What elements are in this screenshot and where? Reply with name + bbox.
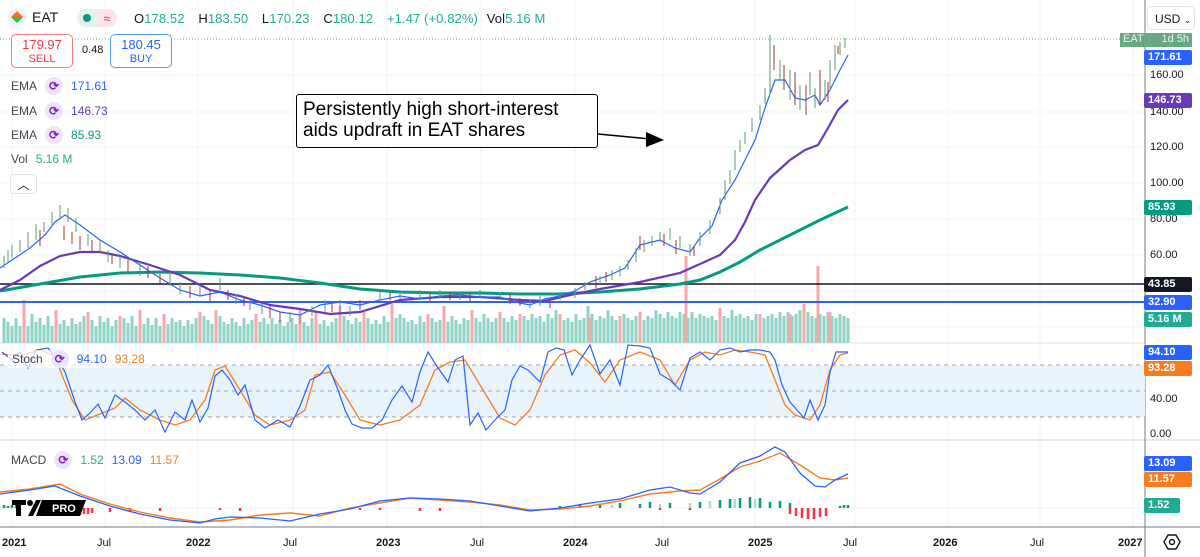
chevron-up-icon: ︿ <box>17 178 30 192</box>
svg-text:PRO: PRO <box>52 503 76 515</box>
support-price-tag: 32.90 <box>1144 295 1192 310</box>
stoch-k-line <box>1 343 848 434</box>
close-value: 180.12 <box>332 11 374 26</box>
market-status-pill[interactable]: ≈ <box>77 9 117 27</box>
refresh-icon[interactable]: ⟳ <box>45 102 64 120</box>
annotation-box[interactable]: Persistently high short-interest aids up… <box>296 94 598 148</box>
volume-tag: 5.16 M <box>1144 312 1192 327</box>
stoch-k-tag: 94.10 <box>1144 345 1192 360</box>
buy-button[interactable]: 180.45 BUY <box>110 34 172 68</box>
low-value: 170.23 <box>269 11 310 26</box>
delayed-data-icon: ≈ <box>97 9 117 27</box>
legend-ema-slow[interactable]: EMA ⟳ 85.93 <box>11 126 102 144</box>
macd-hist-tag: 1.52 <box>1144 498 1180 513</box>
macd-tag: 13.09 <box>1144 456 1192 471</box>
refresh-icon[interactable]: ⟳ <box>45 126 64 144</box>
macd-histogram <box>2 497 850 519</box>
macd-signal-line <box>0 452 849 523</box>
symbol-header[interactable]: EAT <box>8 8 58 26</box>
macd-line <box>0 446 849 524</box>
high-value: 183.50 <box>207 11 249 26</box>
symbol-name: EAT <box>32 9 59 25</box>
legend-ema-fast[interactable]: EMA ⟳ 171.61 <box>11 77 108 95</box>
legend-macd[interactable]: MACD ⟳ 1.52 13.09 11.57 <box>11 451 179 469</box>
candlesticks <box>3 35 846 324</box>
ema-fast-price-tag: 171.61 <box>1144 50 1192 65</box>
volume-bars <box>2 256 850 343</box>
tradingview-pro-logo: PRO <box>10 496 86 518</box>
ema-slow-line <box>0 205 849 296</box>
change-value: +1.47 (+0.82%) <box>386 11 478 26</box>
ema-mid-price-tag: 146.73 <box>1144 93 1192 108</box>
macd-signal-tag: 11.57 <box>1144 472 1192 487</box>
chevron-down-icon: ⌄ <box>1183 15 1192 25</box>
spread-value: 0.48 <box>82 44 104 56</box>
market-open-dot-icon <box>83 14 91 22</box>
volume-value: 5.16 M <box>505 11 546 26</box>
settings-gear-icon[interactable] <box>1163 533 1181 556</box>
legend-ema-mid[interactable]: EMA ⟳ 146.73 <box>11 102 108 120</box>
ema-fast-line <box>0 54 849 316</box>
ema-slow-price-tag: 85.93 <box>1144 200 1192 215</box>
refresh-icon[interactable]: ⟳ <box>45 77 64 95</box>
brand-logo-icon <box>8 8 26 26</box>
resistance-price-tag: 43.85 <box>1144 277 1192 292</box>
refresh-icon[interactable]: ⟳ <box>54 451 73 469</box>
refresh-icon[interactable]: ⟳ <box>50 350 69 368</box>
stoch-d-tag: 93.28 <box>1144 361 1192 376</box>
last-price-tag: EAT 1d 5h <box>1120 33 1192 47</box>
stoch-d-line <box>1 349 849 426</box>
legend-volume[interactable]: Vol 5.16 M <box>11 152 73 166</box>
open-value: 178.52 <box>144 11 185 26</box>
collapse-legend-button[interactable]: ︿ <box>10 174 37 194</box>
sell-button[interactable]: 179.97 SELL <box>11 34 73 68</box>
ohlc-values: O178.52 H183.50 L170.23 C180.12 +1.47 (+… <box>134 11 546 26</box>
legend-stoch[interactable]: Stoch ⟳ 94.10 93.28 <box>8 350 149 368</box>
currency-selector[interactable]: USD ⌄ <box>1147 6 1195 30</box>
